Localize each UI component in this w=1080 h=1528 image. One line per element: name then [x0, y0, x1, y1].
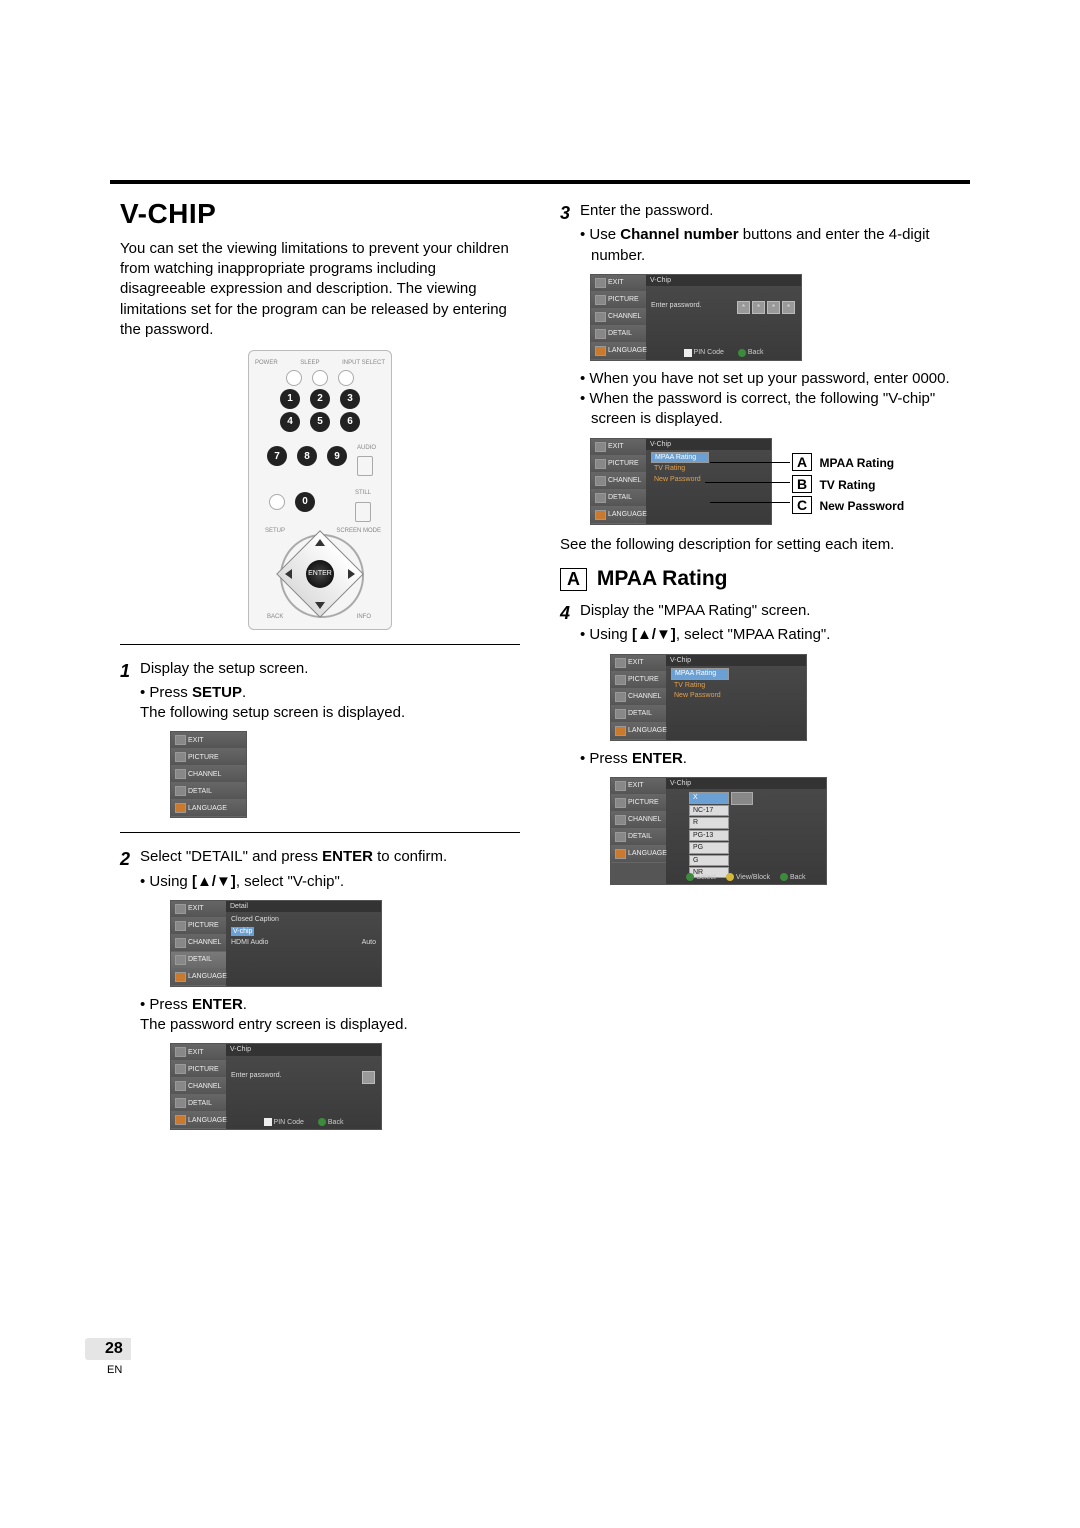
rating-block-box: [731, 792, 753, 805]
password-entered-screenshot: EXIT PICTURE CHANNEL DETAIL LANGUAGE V-C…: [590, 274, 802, 361]
remote-label-screen: SCREEN MODE: [336, 527, 381, 535]
num-7: 7: [267, 446, 287, 466]
mini-title: V-Chip: [226, 1044, 381, 1055]
remote-label-sleep: SLEEP: [300, 359, 319, 367]
mini-picture: PICTURE: [188, 753, 219, 762]
detail-screenshot: EXIT PICTURE CHANNEL DETAIL LANGUAGE Det…: [170, 900, 382, 987]
step3-note2: When the password is correct, the follow…: [580, 389, 960, 430]
step1-after: The following setup screen is displayed.: [140, 703, 520, 723]
input-button-icon: [338, 370, 354, 386]
num-6: 6: [340, 412, 360, 432]
mini-language: LANGUAGE: [188, 804, 227, 813]
step-num: 2: [120, 847, 140, 871]
step-num: 4: [560, 601, 580, 625]
section-title: V-CHIP: [120, 195, 520, 233]
step-text: Display the setup screen.: [140, 660, 308, 677]
dpad-right-icon: [348, 569, 355, 579]
still-button-icon: [355, 502, 371, 522]
vchip-menu-callouts: EXIT PICTURE CHANNEL DETAIL LANGUAGE V-C…: [560, 438, 960, 525]
step4-bullet2: Press ENTER.: [580, 749, 960, 769]
page-number: 28 EN: [85, 1338, 131, 1378]
step3-after: See the following description for settin…: [560, 535, 960, 555]
num-2: 2: [310, 389, 330, 409]
password-screenshot: EXIT PICTURE CHANNEL DETAIL LANGUAGE V-C…: [170, 1043, 382, 1130]
step3-note1: When you have not set up your password, …: [580, 369, 960, 389]
step-num: 3: [560, 201, 580, 225]
num-9: 9: [327, 446, 347, 466]
num-3: 3: [340, 389, 360, 409]
page-content: V-CHIP You can set the viewing limitatio…: [120, 195, 960, 1138]
num-4: 4: [280, 412, 300, 432]
dash-button-icon: [269, 494, 285, 510]
remote-label-input: INPUT SELECT: [342, 359, 385, 367]
num-5: 5: [310, 412, 330, 432]
setup-only-screenshot: EXIT PICTURE CHANNEL DETAIL LANGUAGE: [170, 731, 247, 818]
dpad-down-icon: [315, 602, 325, 609]
enter-button: ENTER: [306, 560, 334, 588]
left-column: V-CHIP You can set the viewing limitatio…: [120, 195, 520, 1138]
remote-label-still: STILL: [355, 490, 371, 496]
audio-button-icon: [357, 456, 373, 476]
step-text: Enter the password.: [580, 201, 960, 221]
step-4: 4 Display the "MPAA Rating" screen.: [560, 601, 960, 625]
num-1: 1: [280, 389, 300, 409]
back-hint: Back: [318, 1118, 344, 1127]
mpaa-ratings-screenshot: EXIT PICTURE CHANNEL DETAIL LANGUAGE V-C…: [610, 777, 827, 885]
dpad-left-icon: [285, 569, 292, 579]
step-1: 1 Display the setup screen.: [120, 659, 520, 683]
step1-bullet: Press SETUP.: [140, 683, 520, 703]
sleep-button-icon: [312, 370, 328, 386]
remote-label-power: POWER: [255, 359, 278, 367]
dpad: SETUP SCREEN MODE BACK INFO ENTER: [275, 529, 365, 619]
step3-bullet1: Use Channel number buttons and enter the…: [580, 225, 960, 266]
step2-text: Select "DETAIL" and press ENTER to confi…: [140, 847, 520, 867]
remote-label-audio: AUDIO: [357, 445, 376, 451]
power-button-icon: [286, 370, 302, 386]
mini-detail: DETAIL: [188, 787, 212, 796]
step4-bullet1: Using [▲/▼], select "MPAA Rating".: [580, 625, 960, 645]
step-num: 1: [120, 659, 140, 683]
step2-bullet1: Using [▲/▼], select "V-chip".: [140, 872, 520, 892]
mpaa-heading: A MPAA Rating: [560, 565, 960, 593]
step2-bullet2: Press ENTER.: [140, 995, 520, 1015]
step-3: 3 Enter the password.: [560, 201, 960, 225]
right-column: 3 Enter the password. Use Channel number…: [560, 195, 960, 1138]
mini-title: Detail: [226, 901, 381, 912]
num-8: 8: [297, 446, 317, 466]
step2-after2: The password entry screen is displayed.: [140, 1015, 520, 1035]
remote-label-setup: SETUP: [265, 527, 285, 535]
step-text: Display the "MPAA Rating" screen.: [580, 601, 960, 621]
mpaa-select-screenshot: EXIT PICTURE CHANNEL DETAIL LANGUAGE V-C…: [610, 654, 807, 741]
remote-label-back: BACK: [267, 613, 283, 621]
divider: [120, 832, 520, 833]
dpad-up-icon: [315, 539, 325, 546]
intro-text: You can set the viewing limitations to p…: [120, 239, 520, 340]
remote-label-info: INFO: [357, 613, 371, 621]
remote-illustration: POWER SLEEP INPUT SELECT 1 2 3 4 5: [120, 350, 520, 630]
mini-exit: EXIT: [188, 736, 204, 745]
step-2: 2 Select "DETAIL" and press ENTER to con…: [120, 847, 520, 871]
num-0: 0: [295, 492, 315, 512]
pin-hint: PIN Code: [264, 1118, 304, 1127]
mini-channel: CHANNEL: [188, 770, 221, 779]
divider: [120, 644, 520, 645]
